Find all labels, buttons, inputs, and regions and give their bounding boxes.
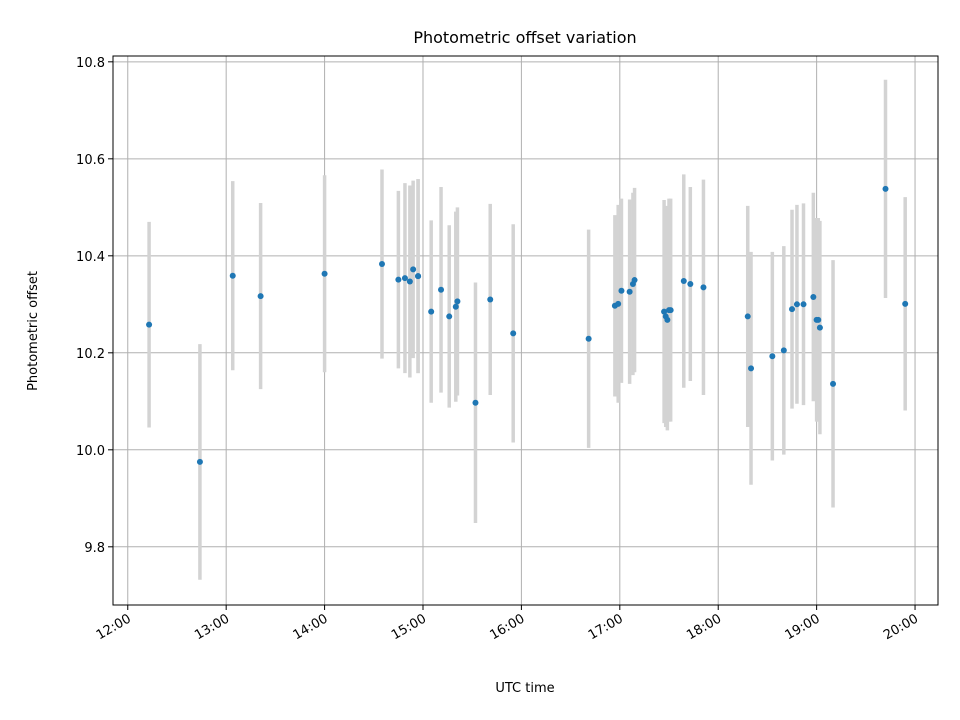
y-tick-label: 9.8 — [84, 541, 105, 556]
data-point — [830, 380, 837, 387]
data-point — [438, 286, 445, 293]
data-point — [415, 273, 422, 280]
data-point — [769, 353, 776, 360]
data-point — [487, 296, 494, 303]
data-point — [378, 261, 385, 268]
data-point — [882, 185, 889, 192]
data-point — [510, 330, 517, 337]
data-point — [454, 298, 461, 305]
data-point — [428, 308, 435, 315]
data-point — [401, 275, 408, 282]
data-point — [902, 300, 909, 307]
data-point — [257, 293, 264, 300]
data-point — [618, 287, 625, 294]
data-point — [321, 270, 328, 277]
data-point — [661, 308, 668, 315]
y-tick-label: 10.2 — [76, 347, 105, 362]
data-point — [410, 266, 417, 273]
plot-frame — [112, 55, 939, 606]
data-point — [744, 313, 751, 320]
data-point — [395, 276, 402, 283]
data-point — [816, 324, 823, 331]
data-point — [810, 294, 817, 301]
y-tick-label: 10.8 — [76, 56, 105, 71]
data-point — [146, 321, 153, 328]
x-axis-label: UTC time — [495, 681, 554, 696]
data-point — [687, 280, 694, 287]
data-point — [406, 278, 413, 285]
chart-title: Photometric offset variation — [413, 28, 636, 47]
data-point — [748, 365, 755, 372]
data-point — [452, 303, 459, 310]
data-point — [680, 278, 687, 285]
y-tick-label: 10.4 — [76, 250, 105, 265]
data-point — [800, 301, 807, 308]
data-point — [667, 307, 674, 314]
data-point — [196, 458, 203, 465]
data-points — [146, 185, 909, 465]
data-point — [815, 316, 822, 323]
data-point — [446, 313, 453, 320]
data-point — [793, 301, 800, 308]
y-tick-label: 10.6 — [76, 153, 105, 168]
grid-lines — [113, 56, 938, 605]
data-point — [472, 399, 479, 406]
y-tick-label: 10.0 — [76, 444, 105, 459]
data-point — [700, 284, 707, 291]
y-axis-label: Photometric offset — [26, 271, 41, 391]
data-point — [664, 316, 671, 323]
data-point — [229, 272, 236, 279]
data-point — [631, 277, 638, 284]
data-point — [585, 335, 592, 342]
data-point — [615, 300, 622, 307]
data-point — [789, 306, 796, 313]
data-point — [626, 288, 633, 295]
data-point — [780, 347, 787, 354]
